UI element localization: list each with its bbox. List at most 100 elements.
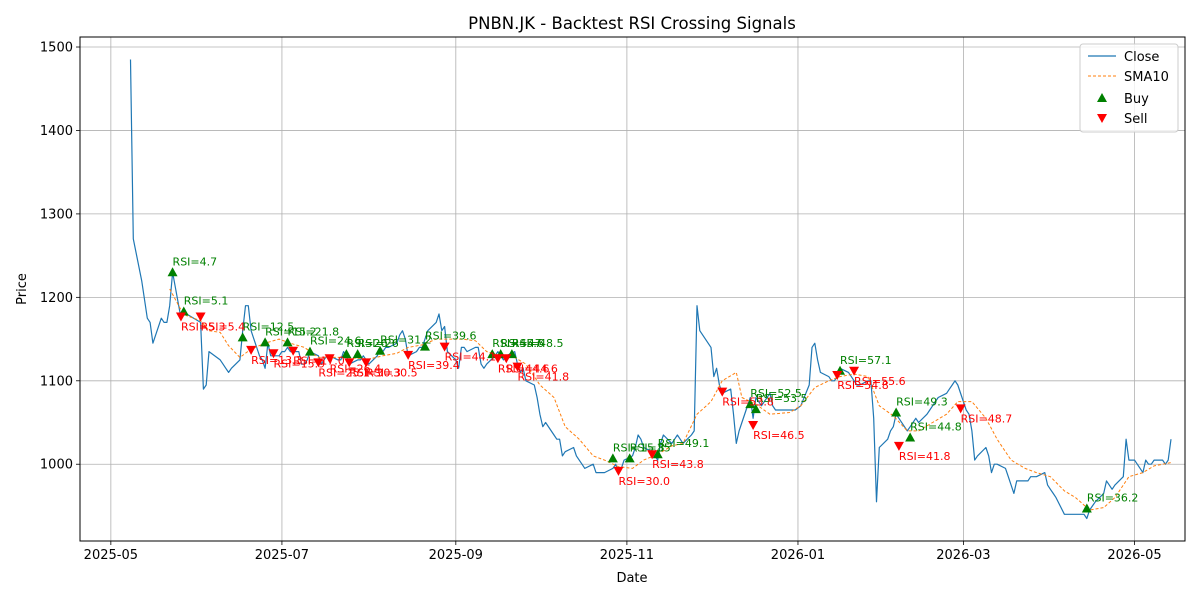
sell-annotation: RSI=41.8 [899, 450, 951, 463]
buy-annotation: RSI=36.2 [1087, 491, 1139, 504]
sell-annotation: RSI=13.3 [251, 354, 303, 367]
sell-marker [849, 366, 860, 376]
buy-marker [905, 432, 916, 442]
sell-marker [175, 312, 186, 322]
sell-marker [512, 362, 523, 372]
sell-annotation: RSI=30.5 [366, 366, 418, 379]
buy-annotation: RSI=57.1 [840, 354, 892, 367]
ticks: 2025-05 2025-07 2025-09 2025-11 2026-01 2026-… [40, 41, 1162, 563]
sell-annotation: RSI=25.1 [318, 366, 370, 379]
sell-marker [501, 354, 512, 364]
buy-marker [750, 404, 761, 414]
y-tick-label: 1000 [40, 458, 73, 473]
sell-annotation: RSI=54.8 [837, 379, 889, 392]
sell-annotation: RSI=55.6 [854, 375, 906, 388]
buy-annotation: RSI=44.8 [910, 421, 962, 434]
sell-annotation: RSI=48.7 [961, 412, 1013, 425]
buy-marker [419, 341, 430, 351]
buy-marker [624, 453, 635, 463]
sell-marker [492, 354, 503, 364]
buy-annotation: RSI=15.2 [265, 325, 317, 338]
buy-marker [891, 407, 902, 417]
buy-marker [652, 449, 663, 459]
chart-title: PNBN.JK - Backtest RSI Crossing Signals [468, 14, 796, 33]
sell-annotation: RSI=5.4 [201, 321, 246, 334]
legend-sell-marker [1097, 114, 1107, 123]
buy-annotation: RSI=47 [501, 337, 542, 350]
x-tick-label: 2025-09 [429, 548, 483, 563]
sell-annotation: RSI=26.4 [330, 362, 382, 375]
legend-box [1079, 43, 1179, 133]
buy-marker [167, 267, 178, 277]
x-tick-label: 2025-07 [255, 548, 309, 563]
sell-marker [717, 387, 728, 397]
sell-annotation: RSI=44.6 [498, 362, 550, 375]
buy-annotation: RSI=52.5 [750, 387, 802, 400]
y-tick-label: 1300 [40, 207, 73, 222]
y-tick-label: 1100 [40, 374, 73, 389]
markers-layer: RSI=4.7RSI=5.1RSI=12.5RSI=15.2RSI=21.8RS… [167, 255, 1139, 513]
buy-marker [607, 453, 618, 463]
sell-annotation: RSI=15.9 [274, 357, 326, 370]
sell-marker [361, 358, 372, 368]
legend-buy-label: Buy [1124, 92, 1149, 107]
sell-marker [893, 441, 904, 451]
x-tick-label: 2025-11 [600, 548, 654, 563]
buy-annotation: RSI=49.3 [896, 395, 948, 408]
x-tick-label: 2026-03 [936, 548, 990, 563]
legend-sell-label: Sell [1124, 112, 1147, 127]
sell-marker [832, 370, 843, 380]
plot-frame [79, 36, 1186, 542]
sell-annotation: RSI=30.0 [618, 475, 670, 488]
sell-annotation: RSI=39.4 [408, 359, 460, 372]
sell-marker [313, 358, 324, 368]
sell-marker [246, 345, 257, 355]
legend: Close SMA10 Buy Sell [1079, 43, 1179, 133]
legend-close-label: Close [1124, 50, 1159, 65]
sell-marker [324, 354, 335, 364]
x-tick-label: 2026-05 [1107, 548, 1161, 563]
buy-annotation: RSI=4.7 [173, 255, 218, 268]
sell-annotation: RSI=53.8 [722, 396, 774, 409]
sell-marker [195, 312, 206, 322]
x-tick-label: 2026-01 [771, 548, 825, 563]
buy-marker [304, 346, 315, 356]
buy-marker [237, 332, 248, 342]
y-tick-label: 1400 [40, 124, 73, 139]
y-tick-label: 1500 [40, 41, 73, 56]
sell-marker [439, 342, 450, 352]
buy-marker [352, 349, 363, 359]
sell-marker [748, 421, 759, 431]
buy-marker [260, 337, 271, 347]
buy-annotation: RSI=26 [346, 337, 387, 350]
buy-annotation: RSI=24.6 [310, 335, 362, 348]
buy-annotation: RSI=39.6 [425, 330, 477, 343]
buy-marker [375, 345, 386, 355]
buy-annotation: RSI=35 [630, 441, 671, 454]
buy-marker [745, 399, 756, 409]
y-tick-label: 1200 [40, 291, 73, 306]
sell-marker [647, 450, 658, 460]
sell-marker [288, 346, 299, 356]
x-axis-label: Date [616, 571, 647, 586]
sell-annotation: RSI=5.3 [181, 321, 226, 334]
buy-marker [282, 337, 293, 347]
buy-annotation: RSI=53.5 [756, 392, 808, 405]
buy-marker [1081, 503, 1092, 513]
sell-marker [955, 404, 966, 414]
buy-annotation: RSI=49.1 [658, 437, 710, 450]
sell-annotation: RSI=46.5 [753, 429, 805, 442]
sell-annotation: RSI=30.3 [349, 366, 401, 379]
buy-annotation: RSI=48.5 [512, 337, 564, 350]
sell-marker [403, 350, 414, 360]
y-axis-label: Price [15, 273, 30, 305]
grid [80, 37, 1185, 541]
sell-annotation: RSI=44.1 [445, 351, 497, 364]
legend-buy-marker [1097, 93, 1107, 102]
legend-sma10-label: SMA10 [1124, 70, 1169, 85]
sell-marker [268, 349, 279, 359]
buy-annotation: RSI=45.6 [492, 337, 544, 350]
buy-annotation: RSI=5.1 [184, 295, 229, 308]
